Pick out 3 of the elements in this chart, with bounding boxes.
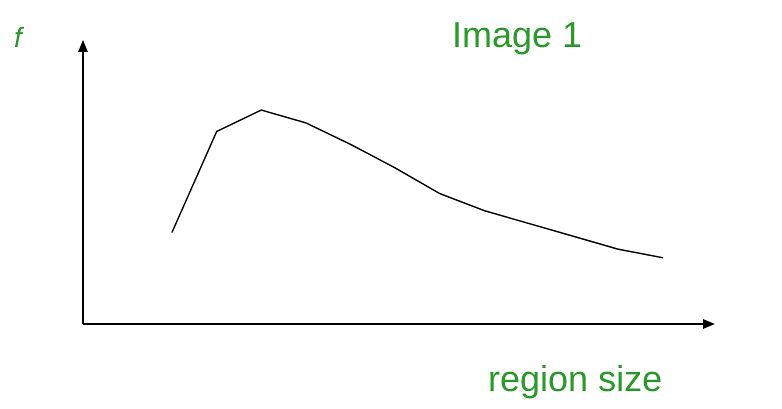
x-axis-title: region size <box>488 358 662 400</box>
y-axis-title: f <box>14 22 22 54</box>
chart-title: Image 1 <box>452 14 582 56</box>
